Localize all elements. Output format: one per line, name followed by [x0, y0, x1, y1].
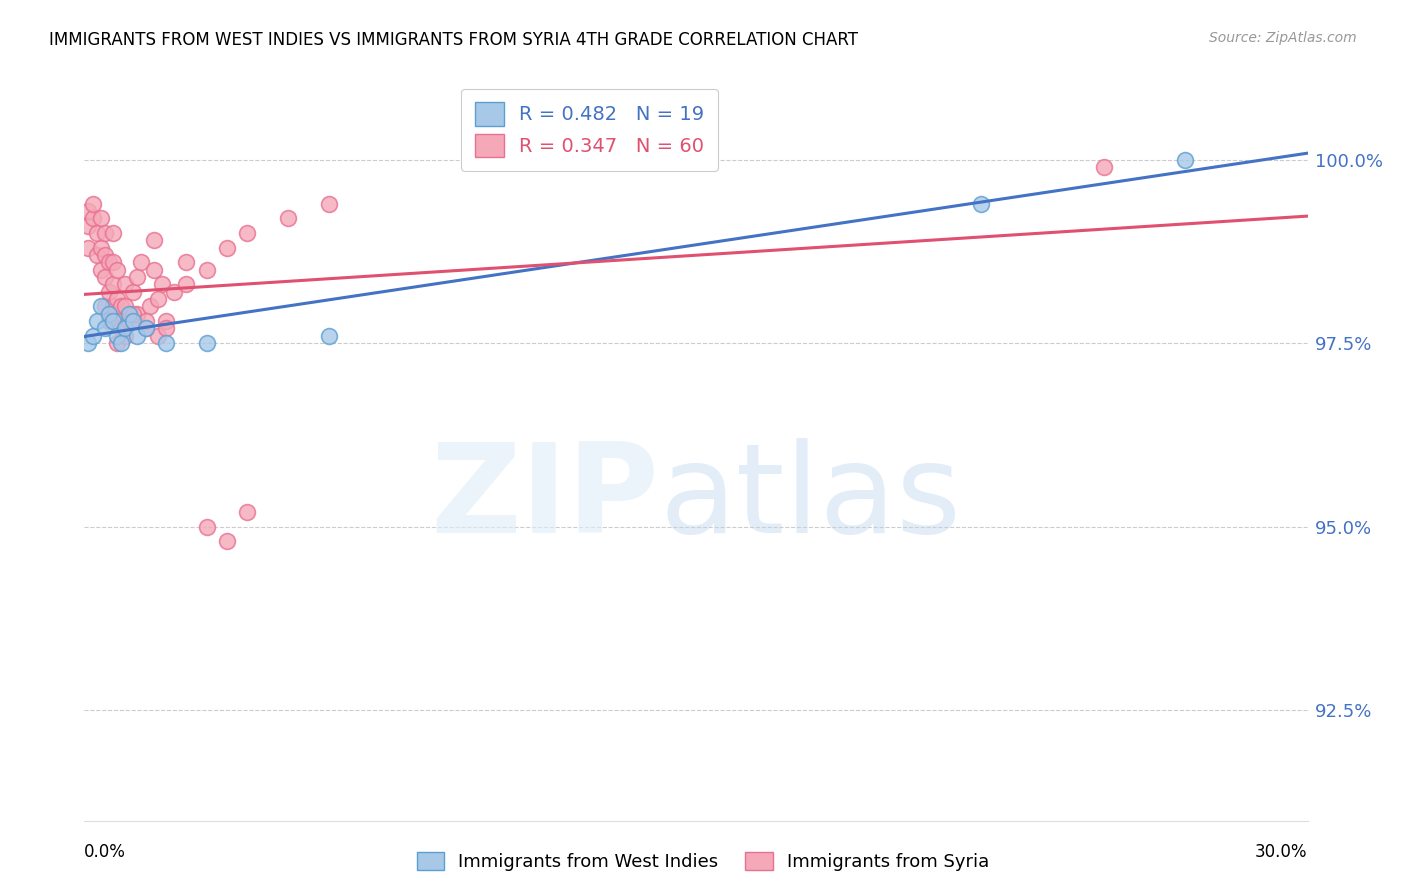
Point [127, 328, 149, 343]
Point [97, 285, 120, 299]
Point [236, 505, 259, 519]
Point [105, 262, 128, 277]
Point [77, 219, 100, 233]
Point [135, 314, 157, 328]
Point [110, 300, 132, 314]
Point [122, 314, 145, 328]
Point [90, 211, 112, 226]
Point [155, 336, 177, 351]
Point [217, 241, 239, 255]
Point [118, 314, 141, 328]
Point [105, 336, 128, 351]
Point [114, 321, 136, 335]
Text: atlas: atlas [659, 438, 962, 559]
Point [146, 292, 169, 306]
Point [86, 248, 108, 262]
Point [155, 314, 177, 328]
Point [93, 270, 115, 285]
Point [101, 300, 124, 314]
Point [135, 321, 157, 335]
Point [93, 248, 115, 262]
Point [155, 321, 177, 335]
Point [93, 226, 115, 240]
Point [110, 336, 132, 351]
Text: 0.0%: 0.0% [84, 843, 127, 861]
Point [93, 300, 115, 314]
Point [127, 307, 149, 321]
Point [146, 328, 169, 343]
Point [86, 314, 108, 328]
Point [82, 211, 104, 226]
Point [114, 300, 136, 314]
Point [105, 328, 128, 343]
Point [101, 255, 124, 269]
Point [93, 321, 115, 335]
Point [150, 277, 173, 292]
Point [138, 300, 160, 314]
Point [195, 336, 218, 351]
Point [77, 241, 100, 255]
Point [82, 328, 104, 343]
Point [970, 196, 993, 211]
Point [101, 314, 124, 328]
Point [97, 314, 120, 328]
Point [114, 277, 136, 292]
Point [110, 321, 132, 335]
Point [82, 196, 104, 211]
Point [114, 321, 136, 335]
Point [77, 203, 100, 218]
Point [135, 321, 157, 335]
Point [86, 226, 108, 240]
Point [90, 262, 112, 277]
Point [114, 328, 136, 343]
Point [1092, 160, 1115, 174]
Text: ZIP: ZIP [430, 438, 659, 559]
Point [131, 255, 153, 269]
Point [277, 211, 299, 226]
Text: IMMIGRANTS FROM WEST INDIES VS IMMIGRANTS FROM SYRIA 4TH GRADE CORRELATION CHART: IMMIGRANTS FROM WEST INDIES VS IMMIGRANT… [49, 31, 858, 49]
Point [142, 233, 165, 247]
Point [122, 285, 145, 299]
Point [118, 307, 141, 321]
Point [97, 307, 120, 321]
Legend: R = 0.482   N = 19, R = 0.347   N = 60: R = 0.482 N = 19, R = 0.347 N = 60 [461, 88, 718, 171]
Point [1174, 153, 1197, 167]
Point [122, 314, 145, 328]
Text: 30.0%: 30.0% [1256, 843, 1308, 861]
Point [77, 336, 100, 351]
Text: 4th Grade: 4th Grade [0, 404, 4, 488]
Point [142, 262, 165, 277]
Point [105, 314, 128, 328]
Point [174, 277, 197, 292]
Point [105, 292, 128, 306]
Point [217, 534, 239, 549]
Point [97, 255, 120, 269]
Point [122, 307, 145, 321]
Legend: Immigrants from West Indies, Immigrants from Syria: Immigrants from West Indies, Immigrants … [409, 845, 997, 879]
Point [174, 255, 197, 269]
Point [195, 520, 218, 534]
Point [236, 226, 259, 240]
Point [101, 226, 124, 240]
Point [101, 277, 124, 292]
Point [127, 270, 149, 285]
Point [195, 262, 218, 277]
Point [90, 241, 112, 255]
Point [318, 196, 340, 211]
Text: Source: ZipAtlas.com: Source: ZipAtlas.com [1209, 31, 1357, 45]
Point [90, 300, 112, 314]
Point [318, 328, 340, 343]
Point [163, 285, 186, 299]
